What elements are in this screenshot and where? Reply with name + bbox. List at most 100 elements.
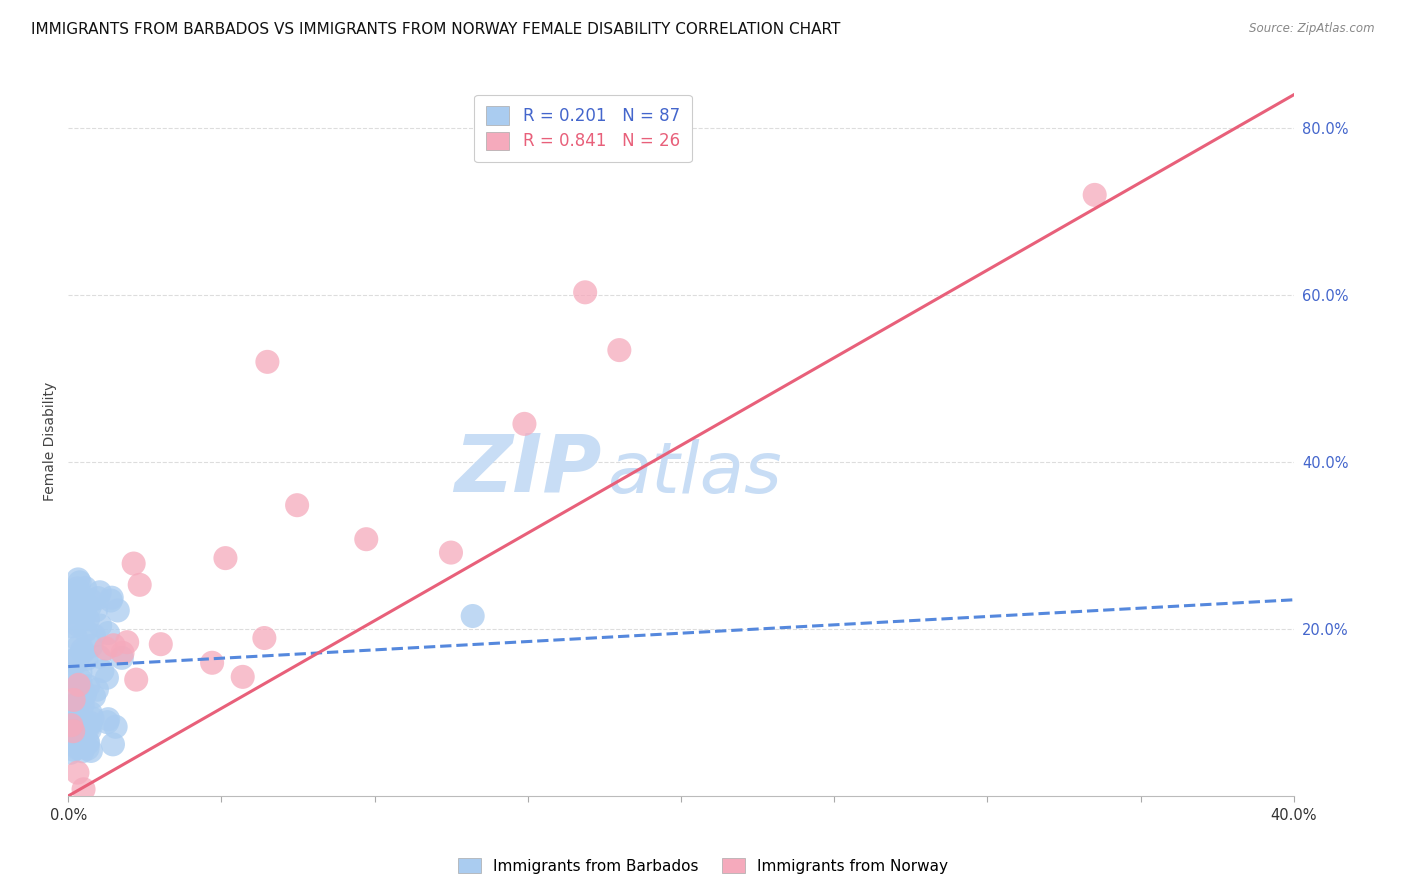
Text: atlas: atlas bbox=[607, 439, 782, 508]
Point bbox=[62, 693, 84, 707]
Point bbox=[58, 602, 80, 616]
Point bbox=[63, 587, 86, 601]
Point bbox=[103, 638, 125, 652]
Point bbox=[67, 640, 90, 654]
Point bbox=[83, 690, 105, 704]
Point bbox=[62, 712, 84, 726]
Point bbox=[76, 652, 98, 666]
Point bbox=[82, 711, 104, 725]
Point bbox=[96, 671, 118, 685]
Point bbox=[91, 664, 114, 678]
Point bbox=[75, 624, 97, 638]
Point bbox=[574, 285, 596, 300]
Point bbox=[440, 545, 463, 559]
Point bbox=[72, 645, 94, 659]
Point bbox=[73, 608, 96, 623]
Point bbox=[77, 719, 100, 733]
Text: ZIP: ZIP bbox=[454, 431, 602, 508]
Point bbox=[67, 573, 90, 587]
Point bbox=[67, 650, 90, 665]
Point bbox=[80, 744, 103, 758]
Point bbox=[79, 723, 101, 737]
Point bbox=[69, 575, 91, 590]
Point bbox=[96, 715, 118, 730]
Point bbox=[253, 631, 276, 645]
Point bbox=[72, 698, 94, 712]
Point bbox=[84, 603, 107, 617]
Point bbox=[72, 782, 94, 797]
Point bbox=[89, 585, 111, 599]
Point bbox=[128, 578, 150, 592]
Point bbox=[94, 641, 117, 656]
Point bbox=[122, 557, 145, 571]
Point bbox=[63, 704, 86, 718]
Point bbox=[76, 734, 98, 748]
Point bbox=[59, 670, 82, 684]
Point bbox=[59, 683, 82, 698]
Point bbox=[72, 682, 94, 697]
Point bbox=[76, 741, 98, 756]
Point bbox=[65, 631, 87, 645]
Point bbox=[83, 629, 105, 643]
Point bbox=[89, 618, 111, 632]
Point bbox=[63, 698, 86, 712]
Point bbox=[104, 720, 127, 734]
Point bbox=[75, 581, 97, 595]
Point bbox=[149, 637, 172, 651]
Point bbox=[65, 655, 87, 669]
Point bbox=[1084, 187, 1107, 202]
Point bbox=[79, 599, 101, 614]
Point bbox=[66, 617, 89, 632]
Point bbox=[66, 582, 89, 596]
Point bbox=[62, 711, 84, 725]
Point bbox=[65, 725, 87, 739]
Point bbox=[72, 642, 94, 657]
Point bbox=[75, 598, 97, 612]
Point bbox=[77, 612, 100, 626]
Point bbox=[75, 716, 97, 731]
Point bbox=[62, 653, 84, 667]
Point bbox=[79, 715, 101, 730]
Point bbox=[66, 739, 89, 753]
Point bbox=[65, 706, 87, 721]
Point bbox=[111, 651, 134, 665]
Point bbox=[79, 706, 101, 720]
Point bbox=[80, 593, 103, 607]
Point bbox=[58, 606, 80, 620]
Point bbox=[201, 656, 224, 670]
Point bbox=[62, 611, 84, 625]
Point bbox=[97, 712, 120, 726]
Point bbox=[89, 649, 111, 664]
Point bbox=[101, 737, 124, 751]
Legend: R = 0.201   N = 87, R = 0.841   N = 26: R = 0.201 N = 87, R = 0.841 N = 26 bbox=[474, 95, 692, 162]
Point bbox=[69, 665, 91, 679]
Point bbox=[67, 583, 90, 598]
Legend: Immigrants from Barbados, Immigrants from Norway: Immigrants from Barbados, Immigrants fro… bbox=[453, 852, 953, 880]
Point bbox=[60, 718, 83, 732]
Point bbox=[62, 717, 84, 731]
Point bbox=[125, 673, 148, 687]
Point bbox=[60, 619, 83, 633]
Point bbox=[86, 682, 108, 697]
Point bbox=[87, 591, 110, 606]
Point bbox=[80, 639, 103, 653]
Point bbox=[65, 734, 87, 748]
Point bbox=[356, 532, 378, 546]
Point bbox=[97, 626, 120, 640]
Point bbox=[66, 765, 89, 780]
Point bbox=[62, 742, 84, 756]
Point bbox=[72, 740, 94, 755]
Point bbox=[60, 699, 83, 714]
Point bbox=[59, 672, 82, 686]
Point bbox=[62, 724, 84, 739]
Point bbox=[609, 343, 631, 357]
Point bbox=[72, 723, 94, 737]
Point bbox=[63, 728, 86, 742]
Point bbox=[214, 551, 236, 566]
Y-axis label: Female Disability: Female Disability bbox=[44, 382, 58, 500]
Text: Source: ZipAtlas.com: Source: ZipAtlas.com bbox=[1250, 22, 1375, 36]
Point bbox=[107, 603, 129, 617]
Point bbox=[59, 602, 82, 616]
Point bbox=[77, 679, 100, 693]
Point bbox=[59, 746, 82, 760]
